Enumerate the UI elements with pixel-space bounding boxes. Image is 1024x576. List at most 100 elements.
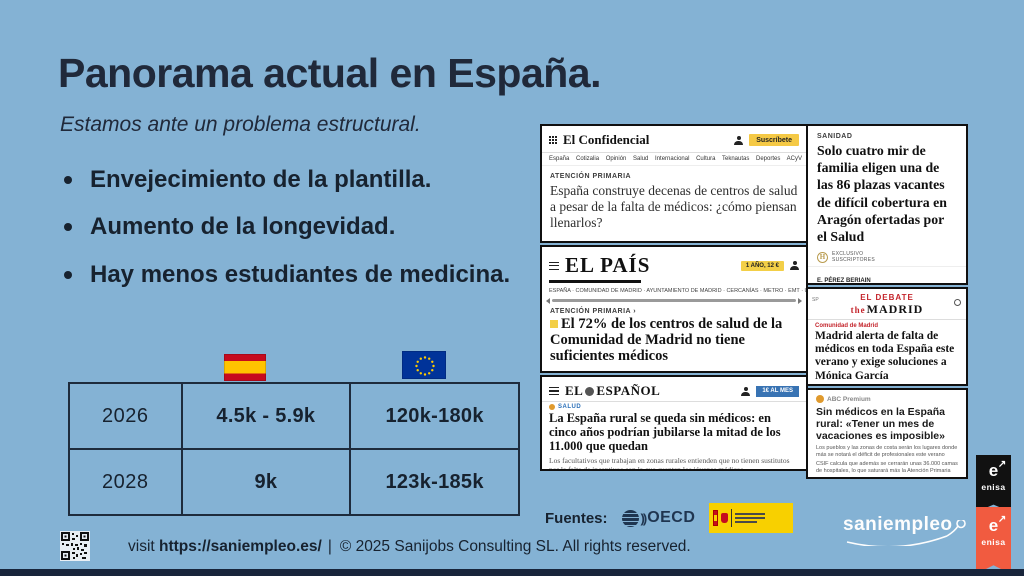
whatsapp-icon[interactable]: w	[949, 283, 957, 285]
related-link[interactable]: La falta de médicos en el peor verano: l…	[808, 475, 966, 477]
headline[interactable]: La España rural se queda sin médicos: en…	[549, 411, 781, 453]
bullet-item: Hay menos estudiantes de medicina.	[64, 259, 524, 291]
cell-year: 2026	[68, 382, 183, 450]
social-share-icons: f t w	[927, 283, 957, 285]
oecd-arcs-icon: ))	[640, 510, 648, 526]
live-marker-icon	[550, 320, 558, 328]
abc-logo[interactable]: ABC Premium	[827, 395, 871, 403]
body-paragraph: Los pueblos y las zonas de costa serán l…	[816, 445, 958, 459]
enisa-arrow-icon: ↗	[997, 514, 1007, 525]
account-icon[interactable]	[790, 261, 799, 270]
news-card-heraldo: SANIDAD Solo cuatro mir de familia elige…	[806, 124, 968, 285]
section-dot-icon	[549, 404, 555, 410]
scribble-icon: the	[850, 305, 866, 315]
elpais-header: EL PAÍS 1 AÑO, 12 €	[542, 247, 806, 280]
confidencial-logo[interactable]: El Confidencial	[563, 132, 650, 147]
bullet-text: Aumento de la longevidad.	[90, 213, 396, 241]
headline[interactable]: Solo cuatro mir de familia eligen una de…	[817, 143, 947, 245]
section-kicker: SANIDAD	[817, 133, 853, 140]
apps-grid-icon[interactable]	[549, 136, 557, 144]
bullet-text: Hay menos estudiantes de medicina.	[90, 260, 511, 288]
section-kicker[interactable]: Comunidad de Madrid	[815, 323, 878, 329]
body-paragraph: CSIF calcula que además se cerrarán unas…	[816, 460, 958, 474]
page-title: Panorama actual en España.	[58, 50, 602, 96]
oecd-text: OECD	[647, 509, 696, 526]
headline[interactable]: España construye decenas de centros de s…	[550, 183, 798, 230]
byline-meta: E. PÉREZ BERIAIN NOTICIA · 05:00	[817, 269, 871, 285]
bullet-list: Envejecimiento de la plantilla. Aumento …	[64, 164, 524, 306]
elespanol-header: EL ESPAÑOL 1€ AL MES	[542, 377, 806, 402]
spain-flag-icon	[224, 354, 266, 381]
confidencial-header: El Confidencial Suscríbete	[542, 126, 806, 153]
account-icon[interactable]	[741, 386, 751, 396]
enisa-mark-icon: e ↗	[988, 459, 1007, 480]
headline-text: El 72% de los centros de salud de la Com…	[550, 316, 783, 365]
elespanol-emblem-icon	[585, 386, 595, 396]
gobierno-de-espana-logo	[709, 503, 794, 533]
table-row: 2026 4.5k - 5.9k 120k-180k	[68, 382, 520, 450]
news-card-el-confidencial: El Confidencial Suscríbete España Cotiza…	[540, 124, 808, 243]
bullet-dot-icon	[64, 223, 72, 232]
site-url-link[interactable]: https://saniempleo.es/	[159, 538, 322, 555]
offer-button[interactable]: 1€ AL MES	[756, 385, 799, 397]
headline[interactable]: Madrid alerta de falta de médicos en tod…	[815, 330, 955, 382]
bullet-item: Aumento de la longevidad.	[64, 211, 524, 243]
elpais-logo[interactable]: EL PAÍS	[565, 253, 651, 277]
elespanol-logo[interactable]: EL ESPAÑOL	[565, 383, 660, 399]
brand-el: EL	[565, 383, 584, 398]
menu-icon[interactable]	[549, 261, 559, 270]
divider	[731, 509, 733, 527]
facebook-icon[interactable]: f	[927, 283, 935, 285]
enisa-label: enisa	[981, 482, 1006, 492]
headline[interactable]: El 72% de los centros de salud de la Com…	[542, 316, 806, 365]
enisa-mark-icon: e ↗	[988, 514, 1007, 535]
spain-flag-stripe-icon	[713, 510, 719, 526]
madrid-text: MADRID	[866, 302, 924, 316]
footer-text: visit https://saniempleo.es/ | © 2025 Sani…	[128, 538, 691, 556]
section-tag[interactable]: SALUD	[558, 404, 582, 410]
corner-label: SP	[812, 297, 819, 303]
eldebate-logo[interactable]: EL DEBATE	[860, 293, 914, 302]
news-card-el-espanol: EL ESPAÑOL 1€ AL MES SALUD La España rur…	[540, 375, 808, 471]
account-icon[interactable]	[734, 135, 744, 145]
enisa-arrow-icon: ↗	[997, 459, 1007, 470]
qr-code	[60, 531, 90, 561]
stethoscope-swoosh-icon	[846, 520, 966, 546]
nav-scrollbar[interactable]	[546, 297, 802, 304]
bullet-dot-icon	[64, 270, 72, 279]
subscribe-button[interactable]: Suscríbete	[749, 134, 799, 146]
twitter-icon[interactable]: t	[938, 283, 946, 285]
eldebate-header: SP EL DEBATE theMADRID	[808, 289, 966, 320]
bottom-accent-bar	[0, 569, 1024, 576]
byline-row: E. PÉREZ BERIAIN NOTICIA · 05:00 f t w	[808, 266, 966, 285]
table-row: 2028 9k 123k-185k	[68, 448, 520, 516]
dek: Los facultativos que trabajan en zonas r…	[549, 456, 790, 471]
abc-header: ABC Premium	[808, 390, 966, 405]
confidencial-nav[interactable]: España Cotizalia Opinión Salud Internaci…	[542, 153, 806, 166]
byline: E. PÉREZ BERIAIN	[817, 278, 871, 285]
section-kicker[interactable]: ATENCIÓN PRIMARIA ›	[550, 308, 637, 315]
header-rule	[549, 280, 641, 283]
heraldo-emblem-icon: H	[817, 251, 828, 263]
badge-line2: SUSCRIPTORES	[832, 257, 875, 264]
sources-row: Fuentes: )) OECD	[545, 503, 794, 533]
cell-eu-value: 120k-180k	[349, 382, 520, 450]
cell-eu-value: 123k-185k	[349, 448, 520, 516]
eldebate-madrid-logo[interactable]: theMADRID	[812, 302, 962, 317]
visit-label: visit	[128, 538, 155, 555]
exclusive-badge: H EXCLUSIVO SUSCRIPTORES	[817, 251, 957, 263]
copyright-text: © 2025 Sanijobs Consulting SL. All right…	[339, 538, 691, 555]
globe-icon[interactable]	[954, 299, 961, 306]
brand-espanol: ESPAÑOL	[596, 383, 661, 398]
subscription-offer-badge[interactable]: 1 AÑO, 12 €	[740, 260, 784, 271]
coat-of-arms-icon	[721, 513, 729, 523]
oecd-globe-icon	[621, 509, 639, 527]
menu-icon[interactable]	[549, 387, 559, 395]
eu-flag-icon	[402, 351, 446, 379]
news-card-abc: ABC Premium Sin médicos en la España rur…	[806, 388, 968, 479]
bullet-text: Envejecimiento de la plantilla.	[90, 166, 432, 193]
separator: |	[327, 538, 332, 555]
elpais-nav[interactable]: ESPAÑA · COMUNIDAD DE MADRID · AYUNTAMIE…	[549, 288, 806, 294]
eu-stars	[415, 356, 435, 376]
headline[interactable]: Sin médicos en la España rural: «Tener u…	[816, 406, 945, 443]
